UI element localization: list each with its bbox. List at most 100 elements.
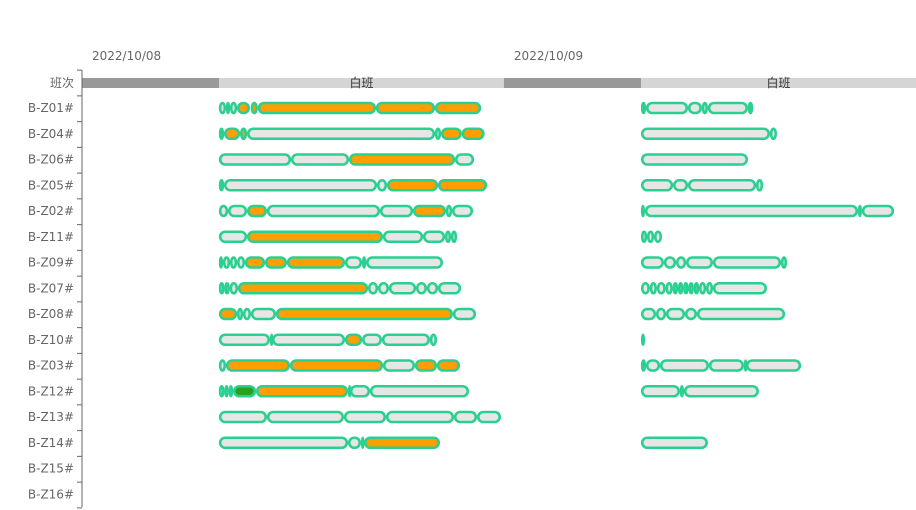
- date-label: 2022/10/09: [514, 49, 583, 63]
- y-tick-label: B-Z11#: [28, 230, 74, 244]
- segment-idle: [712, 256, 782, 269]
- segment-idle: [701, 101, 708, 115]
- segment-idle: [224, 281, 230, 295]
- segment-idle: [250, 307, 277, 321]
- segment-idle: [218, 153, 292, 166]
- segment-idle: [229, 281, 239, 295]
- shift-bar: [641, 78, 916, 88]
- segment-idle: [367, 281, 379, 295]
- shift-bar: [219, 78, 504, 88]
- segment-idle: [369, 384, 470, 398]
- segment-idle: [377, 281, 390, 295]
- segment-run: [286, 256, 346, 269]
- segment-run: [363, 436, 441, 450]
- segment-idle: [640, 359, 647, 372]
- segment-idle: [218, 127, 225, 141]
- segment-idle: [712, 281, 768, 295]
- y-tick-label: B-Z04#: [28, 127, 74, 141]
- segment-idle: [645, 359, 661, 372]
- segment-idle: [640, 333, 646, 347]
- segment-idle: [698, 281, 707, 295]
- segment-idle: [415, 281, 428, 295]
- segment-run: [218, 307, 238, 321]
- segment-idle: [422, 230, 446, 244]
- segment-idle: [672, 281, 679, 295]
- segment-run: [386, 178, 439, 192]
- segment-idle: [747, 101, 754, 115]
- segment-idle: [640, 204, 646, 218]
- segment-run: [436, 359, 461, 372]
- segment-run: [239, 127, 248, 141]
- segment-idle: [218, 436, 349, 450]
- segment-idle: [683, 281, 689, 295]
- segment-idle: [656, 281, 666, 295]
- segment-run: [237, 281, 369, 295]
- segment-idle: [640, 384, 680, 398]
- segment-idle: [640, 281, 650, 295]
- segment-idle: [708, 359, 744, 372]
- segment-idle: [476, 410, 502, 424]
- segment-run: [437, 178, 488, 192]
- segment-idle: [388, 281, 417, 295]
- shift-bar: [82, 78, 220, 88]
- segment-idle: [640, 230, 648, 244]
- segment-idle: [640, 436, 708, 450]
- segment-idle: [361, 256, 367, 269]
- segment-idle: [227, 204, 248, 218]
- segment-run: [257, 101, 377, 115]
- segment-idle: [218, 333, 271, 347]
- segment-idle: [426, 281, 439, 295]
- segment-idle: [229, 101, 238, 115]
- segment-idle: [450, 230, 458, 244]
- y-tick-label: B-Z06#: [28, 153, 74, 167]
- y-tick-label: B-Z14#: [28, 436, 74, 450]
- segment-run: [275, 307, 454, 321]
- shift-bar: [503, 78, 642, 88]
- segment-idle: [445, 204, 453, 218]
- segment-green: [232, 384, 257, 398]
- y-tick-label: B-Z16#: [28, 487, 74, 501]
- segment-idle: [290, 153, 350, 166]
- segment-idle: [857, 204, 862, 218]
- segment-idle: [675, 256, 687, 269]
- segment-run: [348, 153, 456, 166]
- segment-idle: [677, 281, 684, 295]
- segment-run: [414, 359, 438, 372]
- segment-run: [250, 101, 258, 115]
- date-label: 2022/10/08: [92, 49, 161, 63]
- segment-idle: [444, 230, 452, 244]
- segment-idle: [451, 204, 474, 218]
- segment-idle: [218, 101, 227, 115]
- segment-idle: [453, 410, 478, 424]
- segment-idle: [687, 101, 702, 115]
- segment-run: [434, 101, 482, 115]
- segment-idle: [349, 384, 371, 398]
- segment-idle: [429, 333, 438, 347]
- segment-idle: [224, 384, 229, 398]
- segment-idle: [376, 178, 388, 192]
- y-tick-label: B-Z03#: [28, 359, 74, 373]
- segment-run: [344, 333, 363, 347]
- segment-idle: [679, 384, 685, 398]
- segment-idle: [707, 101, 749, 115]
- segment-run: [246, 204, 268, 218]
- segment-idle: [645, 101, 689, 115]
- segment-idle: [382, 230, 424, 244]
- segment-idle: [228, 384, 234, 398]
- segment-idle: [665, 307, 686, 321]
- segment-idle: [223, 178, 378, 192]
- segment-idle: [705, 281, 714, 295]
- segment-idle: [266, 204, 381, 218]
- segment-idle: [218, 410, 268, 424]
- y-tick-label: 班次: [50, 76, 74, 90]
- segment-idle: [236, 307, 244, 321]
- segment-run: [375, 101, 436, 115]
- segment-idle: [225, 101, 231, 115]
- segment-idle: [271, 333, 346, 347]
- segment-idle: [696, 307, 786, 321]
- y-tick-label: B-Z08#: [28, 307, 74, 321]
- segment-idle: [218, 384, 225, 398]
- segment-idle: [665, 281, 673, 295]
- y-tick-label: B-Z02#: [28, 204, 74, 218]
